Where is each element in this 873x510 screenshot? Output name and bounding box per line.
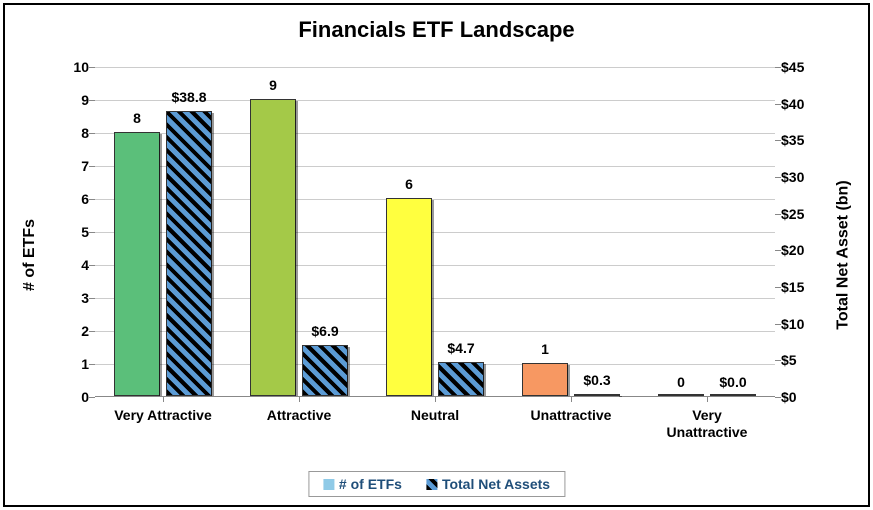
y-left-tick: [89, 199, 95, 200]
y-left-tick: [89, 67, 95, 68]
y-left-tick-label: 4: [49, 257, 89, 273]
bar-etfs: [114, 132, 160, 396]
bar-assets: [166, 111, 212, 396]
y-left-tick-label: 9: [49, 92, 89, 108]
x-tick: [707, 396, 708, 402]
bar-assets: [302, 345, 348, 396]
y-right-tick-label: $15: [781, 279, 821, 295]
y-left-tick: [89, 397, 95, 398]
y-left-tick: [89, 331, 95, 332]
legend-swatch-etfs: [323, 479, 334, 490]
y-right-axis-title: Total Net Asset (bn): [834, 180, 852, 329]
x-tick: [299, 396, 300, 402]
bar-label-assets: $4.7: [426, 340, 496, 356]
y-left-tick-label: 1: [49, 356, 89, 372]
y-right-tick-label: $45: [781, 59, 821, 75]
y-left-tick-label: 8: [49, 125, 89, 141]
plot-area: 012345678910$0$5$10$15$20$25$30$35$40$45…: [95, 67, 775, 397]
legend-item-etfs: # of ETFs: [323, 476, 402, 492]
bar-label-etfs: 9: [238, 77, 308, 93]
bar-label-assets: $38.8: [154, 89, 224, 105]
bar-label-etfs: 6: [374, 176, 444, 192]
bar-label-assets: $0.3: [562, 372, 632, 388]
y-right-tick-label: $40: [781, 96, 821, 112]
x-tick: [571, 396, 572, 402]
y-right-tick-label: $25: [781, 206, 821, 222]
y-left-tick-label: 5: [49, 224, 89, 240]
y-left-tick-label: 3: [49, 290, 89, 306]
bar-assets: [574, 394, 620, 396]
bar-label-etfs: 1: [510, 341, 580, 357]
bar-etfs: [386, 198, 432, 396]
bar-label-assets: $0.0: [698, 374, 768, 390]
y-right-tick-label: $10: [781, 316, 821, 332]
y-right-tick-label: $35: [781, 132, 821, 148]
x-category-label: Unattractive: [503, 407, 639, 424]
y-right-tick-label: $0: [781, 389, 821, 405]
y-right-tick-label: $20: [781, 242, 821, 258]
x-category-label: Very Attractive: [95, 407, 231, 424]
y-left-tick: [89, 298, 95, 299]
legend-label-etfs: # of ETFs: [339, 476, 402, 492]
x-category-label: Neutral: [367, 407, 503, 424]
y-left-tick-label: 6: [49, 191, 89, 207]
y-left-axis-title: # of ETFs: [21, 219, 39, 291]
x-tick: [435, 396, 436, 402]
y-left-tick-label: 10: [49, 59, 89, 75]
bar-label-etfs: 8: [102, 110, 172, 126]
bar-etfs: [658, 394, 704, 396]
x-category-label: Attractive: [231, 407, 367, 424]
y-left-tick: [89, 364, 95, 365]
gridline: [95, 67, 775, 68]
y-left-tick-label: 7: [49, 158, 89, 174]
y-left-tick: [89, 265, 95, 266]
bar-etfs: [250, 99, 296, 396]
legend-label-assets: Total Net Assets: [442, 476, 550, 492]
y-left-tick-label: 0: [49, 389, 89, 405]
y-right-tick-label: $5: [781, 352, 821, 368]
y-left-tick-label: 2: [49, 323, 89, 339]
y-left-tick: [89, 232, 95, 233]
bar-assets: [710, 394, 756, 396]
x-tick: [163, 396, 164, 402]
legend-swatch-assets: [426, 479, 437, 490]
bar-label-assets: $6.9: [290, 323, 360, 339]
y-left-tick: [89, 100, 95, 101]
legend-item-assets: Total Net Assets: [426, 476, 550, 492]
chart-frame: Financials ETF Landscape # of ETFs Total…: [3, 3, 870, 507]
y-right-tick-label: $30: [781, 169, 821, 185]
x-category-label: VeryUnattractive: [639, 407, 775, 441]
bar-assets: [438, 362, 484, 396]
y-left-tick: [89, 133, 95, 134]
y-left-tick: [89, 166, 95, 167]
chart-title: Financials ETF Landscape: [5, 17, 868, 43]
legend: # of ETFs Total Net Assets: [308, 471, 565, 497]
